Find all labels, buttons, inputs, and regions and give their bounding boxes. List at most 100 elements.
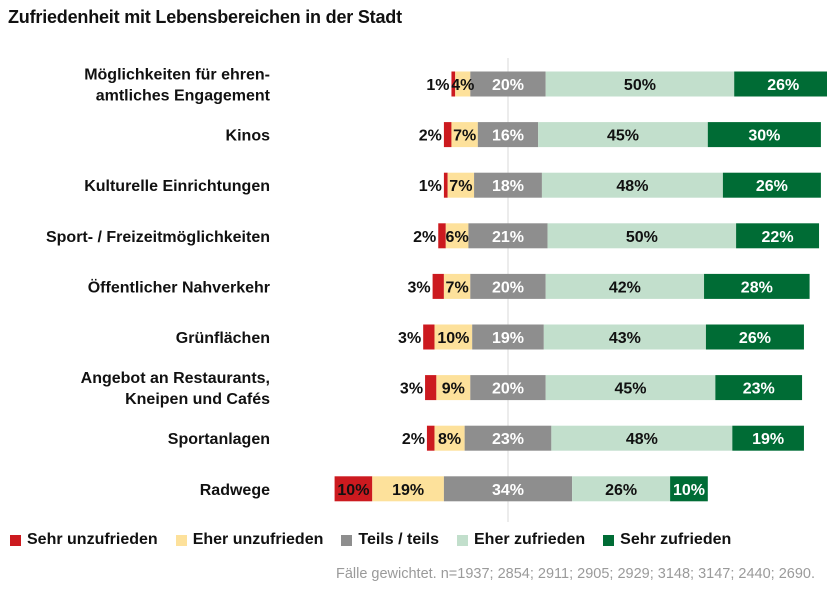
category-label: Kulturelle Einrichtungen — [84, 178, 270, 195]
value-label-sehr-unzufrieden: 3% — [398, 330, 421, 347]
value-label-sehr-zufrieden: 26% — [739, 330, 771, 347]
bar-teils-teils — [470, 71, 546, 97]
bar-sehr-zufrieden — [670, 476, 708, 502]
bar-eher-zufrieden — [545, 273, 705, 299]
bar-eher-unzufrieden — [443, 273, 471, 299]
bar-sehr-zufrieden — [732, 425, 804, 451]
value-label-sehr-zufrieden: 10% — [673, 482, 705, 499]
bar-teils-teils — [470, 375, 546, 401]
value-label-eher-unzufrieden: 10% — [437, 330, 469, 347]
footnote: Fälle gewichtet. n=1937; 2854; 2911; 290… — [335, 566, 815, 582]
bar-sehr-unzufrieden — [426, 425, 435, 451]
value-label-sehr-unzufrieden: 2% — [402, 431, 425, 448]
chart-legend: Sehr unzufrieden Eher unzufrieden Teils … — [10, 531, 749, 549]
value-label-eher-zufrieden: 50% — [624, 77, 656, 94]
legend-item-eher-zufrieden: Eher zufrieden — [457, 531, 585, 549]
value-label-eher-zufrieden: 48% — [616, 178, 648, 195]
value-label-teils-teils: 18% — [492, 178, 524, 195]
bar-eher-unzufrieden — [434, 425, 465, 451]
value-label-sehr-zufrieden: 19% — [752, 431, 784, 448]
value-label-eher-unzufrieden: 7% — [449, 178, 472, 195]
value-label-teils-teils: 20% — [492, 279, 524, 296]
value-label-eher-unzufrieden: 4% — [451, 77, 474, 94]
value-label-eher-unzufrieden: 7% — [453, 128, 476, 145]
category-label: Kinos — [226, 128, 271, 145]
bar-sehr-unzufrieden — [425, 375, 437, 401]
value-label-eher-zufrieden: 50% — [626, 229, 658, 246]
legend-item-teils-teils: Teils / teils — [341, 531, 439, 549]
value-label-sehr-zufrieden: 28% — [741, 279, 773, 296]
value-label-sehr-zufrieden: 22% — [762, 229, 794, 246]
value-label-eher-unzufrieden: 19% — [392, 482, 424, 499]
value-label-eher-unzufrieden: 6% — [446, 229, 469, 246]
bar-sehr-zufrieden — [734, 71, 827, 97]
bar-eher-unzufrieden — [372, 476, 444, 502]
value-label-eher-zufrieden: 45% — [607, 128, 639, 145]
value-label-teils-teils: 34% — [492, 482, 524, 499]
value-label-eher-zufrieden: 48% — [626, 431, 658, 448]
value-label-sehr-zufrieden: 23% — [743, 381, 775, 398]
bar-sehr-unzufrieden — [451, 71, 456, 97]
value-label-sehr-unzufrieden: 3% — [407, 279, 430, 296]
category-label: Angebot an Restaurants, Kneipen und Cafés — [81, 370, 270, 408]
value-label-sehr-unzufrieden: 1% — [426, 77, 449, 94]
category-label: Sport- / Freizeitmöglichkeiten — [46, 229, 270, 246]
value-label-sehr-unzufrieden: 10% — [337, 482, 369, 499]
bar-sehr-unzufrieden — [438, 223, 446, 249]
legend-label: Eher unzufrieden — [192, 531, 324, 548]
value-label-sehr-zufrieden: 30% — [748, 128, 780, 145]
category-label: Öffentlicher Nahverkehr — [88, 277, 270, 296]
stacked-bar-chart: Möglichkeiten für ehren-amtliches Engage… — [46, 58, 827, 522]
legend-swatch-sehr-unzufrieden — [10, 534, 21, 546]
bar-sehr-zufrieden — [707, 122, 821, 148]
bar-eher-zufrieden — [543, 324, 706, 350]
value-label-eher-zufrieden: 42% — [609, 279, 641, 296]
bar-eher-zufrieden — [541, 172, 723, 198]
value-label-teils-teils: 20% — [492, 381, 524, 398]
value-label-sehr-unzufrieden: 3% — [400, 381, 423, 398]
bar-eher-zufrieden — [545, 71, 735, 97]
bar-sehr-unzufrieden — [334, 476, 373, 502]
value-label-teils-teils: 16% — [492, 128, 524, 145]
value-label-sehr-zufrieden: 26% — [756, 178, 788, 195]
category-label: Radwege — [200, 482, 270, 499]
bar-sehr-unzufrieden — [443, 172, 448, 198]
legend-swatch-sehr-zufrieden — [603, 534, 615, 546]
bar-eher-zufrieden — [545, 375, 716, 401]
bar-eher-zufrieden — [538, 122, 708, 148]
bar-eher-unzufrieden — [434, 324, 473, 350]
bar-eher-zufrieden — [547, 223, 737, 249]
value-label-sehr-unzufrieden: 1% — [419, 178, 442, 195]
legend-item-sehr-unzufrieden: Sehr unzufrieden — [10, 531, 158, 549]
bar-sehr-unzufrieden — [423, 324, 435, 350]
bar-sehr-zufrieden — [704, 273, 810, 299]
bar-teils-teils — [470, 273, 546, 299]
bar-teils-teils — [472, 324, 544, 350]
bar-teils-teils — [443, 476, 573, 502]
legend-item-sehr-zufrieden: Sehr zufrieden — [603, 531, 731, 549]
legend-label: Sehr unzufrieden — [27, 531, 158, 548]
category-label: Möglichkeiten für ehren-amtliches Engage… — [84, 67, 270, 105]
bar-eher-zufrieden — [572, 476, 671, 502]
bar-teils-teils — [474, 172, 542, 198]
category-label: Grünflächen — [176, 330, 270, 347]
value-label-eher-zufrieden: 43% — [609, 330, 641, 347]
value-label-sehr-unzufrieden: 2% — [419, 128, 442, 145]
bar-eher-unzufrieden — [451, 122, 478, 148]
bar-sehr-unzufrieden — [432, 273, 444, 299]
value-label-eher-zufrieden: 26% — [605, 482, 637, 499]
bar-eher-unzufrieden — [436, 375, 471, 401]
bar-teils-teils — [477, 122, 539, 148]
chart-title: Zufriedenheit mit Lebensbereichen in der… — [8, 7, 402, 27]
value-label-sehr-unzufrieden: 2% — [413, 229, 436, 246]
legend-swatch-eher-unzufrieden — [175, 534, 187, 546]
value-label-eher-unzufrieden: 8% — [438, 431, 461, 448]
value-label-eher-zufrieden: 45% — [615, 381, 647, 398]
legend-label: Eher zufrieden — [474, 531, 586, 548]
legend-swatch-eher-zufrieden — [457, 534, 468, 546]
bar-teils-teils — [464, 425, 552, 451]
legend-swatch-teils-teils — [341, 534, 353, 546]
legend-item-eher-unzufrieden: Eher unzufrieden — [175, 531, 324, 549]
bar-sehr-zufrieden — [705, 324, 804, 350]
bar-sehr-zufrieden — [736, 223, 820, 249]
